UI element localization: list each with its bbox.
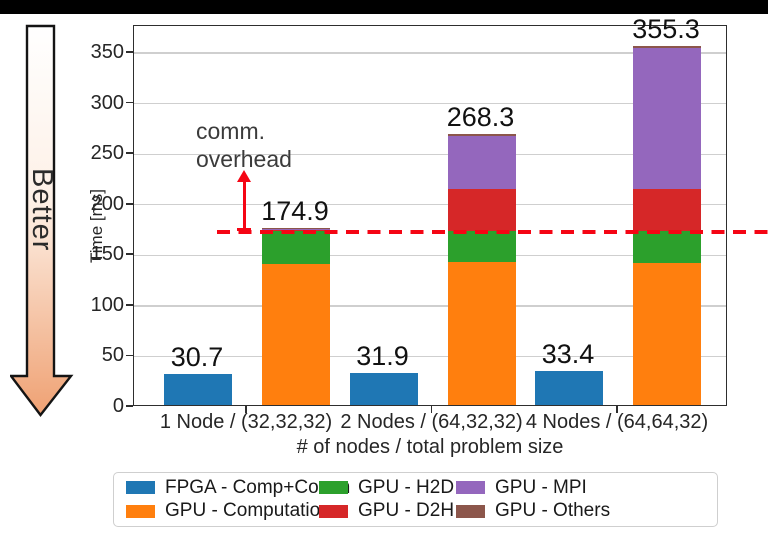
- y-tick-label: 350: [90, 41, 124, 63]
- bar-segment-gpu-mpi: [633, 48, 701, 189]
- x-tick-label: 1 Node / (32,32,32): [159, 411, 333, 433]
- legend-swatch: [456, 481, 485, 495]
- fpga-bar-value-label: 33.4: [541, 339, 595, 370]
- legend-label: GPU - Others: [495, 500, 611, 522]
- legend-swatch: [319, 481, 348, 495]
- legend-swatch: [126, 504, 155, 518]
- gpu-bar-total-label: 268.3: [446, 101, 515, 132]
- bar-segment-gpu-computation: [262, 264, 330, 405]
- y-gridline: [134, 204, 726, 206]
- legend: FPGA - Comp+Comm GPU - Computation GPU - H…: [113, 472, 718, 527]
- y-tick-label: 50: [101, 344, 124, 367]
- y-gridline: [134, 254, 726, 256]
- bar-segment-gpu-mpi: [262, 229, 330, 230]
- y-tick-mark: [126, 51, 133, 53]
- top-black-bar: [0, 0, 768, 14]
- bar-segment-gpu-h2d: [447, 231, 516, 262]
- comm-overhead-arrow: [242, 181, 246, 229]
- legend-item: GPU - D2H: [319, 500, 456, 522]
- fpga-bar-value-label: 31.9: [356, 340, 409, 371]
- y-tick-mark: [126, 253, 133, 256]
- bar-segment-gpu-h2d: [262, 231, 330, 264]
- y-tick-mark: [126, 303, 133, 306]
- bar-segment-gpu-d2h: [447, 189, 516, 231]
- bar-segment-gpu-h2d: [633, 231, 701, 263]
- y-tick-label: 150: [90, 243, 124, 266]
- fpga-bar-value-label: 30.7: [170, 341, 224, 372]
- y-gridline: [134, 153, 726, 155]
- legend-item: FPGA - Comp+Comm: [126, 477, 350, 499]
- bar-segment-gpu-d2h: [633, 189, 701, 231]
- plot-area: [133, 25, 727, 406]
- y-tick-label: 250: [90, 142, 124, 165]
- bar-segment-gpu-others: [262, 228, 330, 229]
- x-tick-mark: [616, 406, 618, 413]
- x-tick-label: 4 Nodes / (64,64,32): [525, 411, 709, 433]
- bar-fpga-comp-comm: [164, 374, 232, 405]
- bar-segment-gpu-computation: [633, 263, 701, 405]
- y-tick-label: 100: [90, 293, 124, 316]
- y-tick-label: 0: [112, 395, 124, 417]
- legend-item: GPU - Others: [456, 500, 705, 522]
- bar-segment-gpu-others: [633, 46, 701, 48]
- comm-overhead-arrow-head-icon: [237, 170, 251, 182]
- x-axis-title: # of nodes / total problem size: [296, 436, 564, 458]
- comm-overhead-arrow-foot: [237, 228, 251, 231]
- bar-segment-gpu-computation: [447, 262, 516, 405]
- gpu-bar-total-label: 174.9: [261, 196, 329, 227]
- legend-label: GPU - MPI: [495, 476, 587, 498]
- legend-swatch: [126, 481, 155, 495]
- comm-overhead-threshold-line: [217, 229, 768, 234]
- y-tick-label: 200: [90, 192, 124, 215]
- legend-item: GPU - MPI: [456, 477, 705, 499]
- y-gridline: [134, 355, 726, 358]
- y-gridline: [134, 305, 726, 307]
- y-gridline: [134, 52, 726, 54]
- bar-segment-gpu-mpi: [447, 136, 516, 189]
- better-arrow-label: Better: [26, 168, 58, 252]
- comm-overhead-annotation: comm. overhead: [196, 117, 292, 173]
- gpu-bar-total-label: 355.3: [632, 13, 700, 44]
- legend-swatch: [319, 504, 348, 518]
- x-tick-mark: [430, 406, 433, 413]
- legend-label: GPU - D2H: [358, 500, 455, 522]
- bar-segment-gpu-others: [447, 134, 516, 136]
- x-tick-label: 2 Nodes / (64,32,32): [340, 411, 523, 433]
- legend-item: GPU - Computation: [126, 500, 331, 522]
- better-arrow-icon: [10, 24, 74, 417]
- legend-label: FPGA - Comp+Comm: [165, 476, 351, 498]
- y-tick-mark: [126, 152, 133, 155]
- bar-fpga-comp-comm: [349, 373, 418, 405]
- comm-overhead-annotation-line2: overhead: [196, 146, 292, 172]
- y-gridline: [134, 102, 726, 105]
- legend-label: GPU - Computation: [165, 500, 331, 522]
- y-tick-label: 300: [90, 91, 124, 114]
- legend-item: GPU - H2D: [319, 477, 456, 499]
- legend-label: GPU - H2D: [358, 476, 455, 498]
- y-tick-mark: [126, 405, 133, 407]
- y-tick-mark: [126, 202, 133, 205]
- x-tick-mark: [245, 406, 247, 413]
- bar-fpga-comp-comm: [535, 371, 603, 405]
- legend-swatch: [456, 504, 485, 518]
- y-tick-mark: [126, 101, 133, 104]
- comm-overhead-annotation-line1: comm.: [196, 118, 265, 144]
- y-tick-mark: [126, 354, 133, 357]
